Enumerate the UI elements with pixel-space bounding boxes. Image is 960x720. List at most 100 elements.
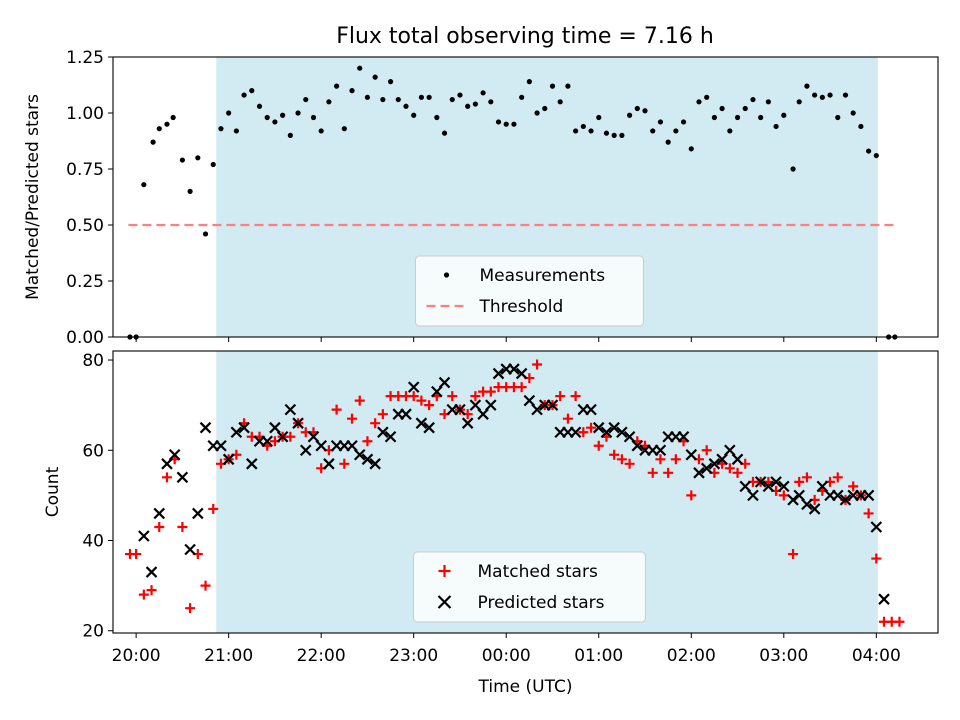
measurement-point bbox=[796, 99, 802, 105]
measurement-point bbox=[619, 132, 625, 138]
matched-star-point bbox=[670, 454, 681, 465]
y-tick-label: 80 bbox=[82, 351, 104, 371]
measurement-point bbox=[758, 114, 764, 121]
matched-star-point bbox=[663, 467, 674, 478]
y-tick-label: 40 bbox=[82, 532, 104, 552]
measurement-point bbox=[611, 132, 617, 138]
predicted-star-point bbox=[161, 458, 173, 470]
y-tick-label: 0.75 bbox=[66, 160, 104, 180]
predicted-star-point bbox=[693, 467, 705, 479]
y-tick-label: 1.25 bbox=[66, 48, 104, 68]
predicted-star-point bbox=[592, 421, 605, 434]
predicted-star-point bbox=[739, 480, 752, 493]
matched-star-point bbox=[578, 427, 589, 438]
measurement-point bbox=[704, 94, 710, 100]
predicted-star-point bbox=[431, 385, 443, 398]
measurement-point bbox=[349, 88, 355, 94]
measurement-point bbox=[657, 119, 664, 125]
matched-star-point bbox=[570, 391, 581, 402]
x-tick-label: 02:00 bbox=[667, 646, 716, 666]
matched-star-point bbox=[778, 490, 789, 501]
matched-star-point bbox=[609, 449, 620, 460]
y-axis-label: Matched/Predicted stars bbox=[23, 94, 43, 300]
x-tick-label: 04:00 bbox=[852, 646, 901, 666]
predicted-star-point bbox=[623, 430, 636, 443]
measurement-point bbox=[781, 112, 787, 118]
measurement-point bbox=[858, 123, 864, 130]
measurement-point bbox=[696, 99, 702, 105]
bottom-axes-frame bbox=[112, 350, 939, 634]
predicted-star-point bbox=[192, 507, 204, 520]
y-tick-label: 0.50 bbox=[66, 216, 104, 236]
predicted-star-point bbox=[477, 408, 489, 420]
measurement-point bbox=[310, 114, 317, 121]
y-tick-label: 1.00 bbox=[66, 104, 104, 124]
matched-star-point bbox=[408, 391, 419, 402]
predicted-star-point bbox=[631, 439, 644, 452]
matched-star-point bbox=[701, 445, 712, 456]
measurement-point bbox=[634, 105, 640, 112]
matched-star-point bbox=[794, 476, 805, 487]
predicted-star-point bbox=[369, 458, 381, 470]
predicted-star-point bbox=[222, 453, 235, 466]
predicted-star-point bbox=[700, 462, 713, 475]
predicted-star-point bbox=[377, 426, 389, 438]
matched-star-point bbox=[339, 458, 350, 469]
measurement-point bbox=[441, 130, 448, 136]
x-tick-label: 21:00 bbox=[204, 646, 253, 666]
measurement-point bbox=[680, 119, 687, 125]
predicted-star-point bbox=[269, 421, 281, 434]
predicted-star-point bbox=[307, 430, 320, 443]
matched-star-point bbox=[624, 458, 635, 469]
measurement-point bbox=[866, 148, 872, 154]
matched-star-point bbox=[200, 580, 211, 591]
bottom-series-predicted-stars bbox=[138, 363, 890, 605]
measurement-point bbox=[280, 112, 286, 118]
matched-star-point bbox=[424, 400, 435, 411]
matched-star-point bbox=[138, 589, 149, 600]
predicted-star-point bbox=[384, 430, 397, 443]
measurement-point bbox=[241, 92, 247, 98]
matched-star-point bbox=[832, 472, 843, 483]
measurement-point bbox=[673, 128, 679, 134]
predicted-star-point bbox=[407, 381, 420, 393]
predicted-star-point bbox=[284, 403, 297, 416]
measurement-point bbox=[573, 128, 579, 134]
x-tick-label: 01:00 bbox=[574, 646, 623, 666]
measurement-point bbox=[765, 99, 771, 105]
predicted-star-point bbox=[654, 444, 667, 457]
matched-star-point bbox=[470, 391, 481, 402]
matched-star-point bbox=[208, 503, 219, 514]
measurement-point bbox=[650, 128, 656, 134]
measurement-point bbox=[272, 119, 278, 125]
matched-star-point bbox=[686, 490, 697, 501]
measurement-point bbox=[249, 88, 255, 94]
measurement-point bbox=[457, 92, 463, 98]
measurement-point bbox=[179, 157, 185, 163]
measurement-point bbox=[842, 92, 849, 98]
predicted-star-point bbox=[168, 448, 181, 461]
predicted-star-point bbox=[531, 403, 543, 416]
predicted-star-point bbox=[400, 408, 412, 420]
measurement-point bbox=[387, 79, 394, 85]
measurement-point bbox=[195, 155, 201, 161]
x-tick-label: 20:00 bbox=[112, 646, 161, 666]
matched-star-point bbox=[863, 508, 874, 519]
matched-star-point bbox=[555, 391, 566, 402]
legend-label: Matched stars bbox=[478, 562, 598, 582]
predicted-star-point bbox=[276, 430, 289, 443]
measurement-point bbox=[742, 105, 748, 112]
matched-star-point bbox=[616, 454, 627, 465]
matched-star-point bbox=[516, 382, 527, 393]
top-axes-frame bbox=[112, 56, 939, 338]
matched-star-point bbox=[801, 472, 812, 483]
measurement-point bbox=[264, 114, 270, 121]
measurement-point bbox=[418, 94, 425, 100]
predicted-star-point bbox=[569, 426, 582, 438]
measurement-point bbox=[287, 132, 293, 138]
predicted-star-point bbox=[176, 471, 189, 484]
predicted-star-point bbox=[215, 439, 227, 452]
measurement-point bbox=[202, 231, 209, 237]
predicted-star-point bbox=[261, 435, 273, 448]
